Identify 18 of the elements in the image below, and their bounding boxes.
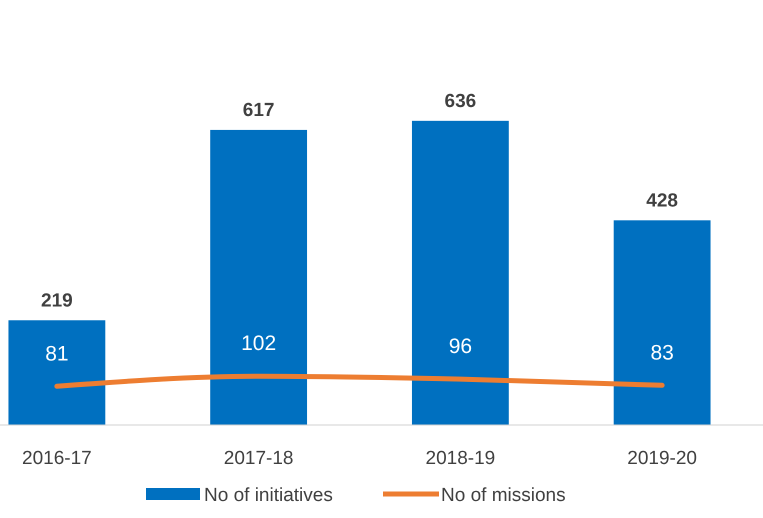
- data-label: 96: [448, 335, 472, 358]
- x-tick-label: 2017-18: [224, 448, 294, 469]
- x-tick-label: 2019-20: [627, 448, 697, 469]
- bar: [412, 120, 509, 425]
- x-tick-label: 2018-19: [426, 448, 496, 469]
- data-label: 428: [646, 190, 678, 212]
- legend-label: No of missions: [441, 485, 566, 506]
- bar: [8, 320, 106, 425]
- bar: [614, 220, 711, 425]
- legend-label: No of initiatives: [204, 485, 333, 506]
- data-label: 102: [241, 332, 276, 356]
- data-label: 617: [242, 100, 274, 121]
- bar: [210, 130, 308, 425]
- data-label: 81: [45, 342, 69, 366]
- data-label: 636: [444, 90, 476, 112]
- x-tick-label: 2016-17: [22, 448, 92, 469]
- data-label: 83: [650, 341, 674, 364]
- data-label: 219: [41, 290, 73, 312]
